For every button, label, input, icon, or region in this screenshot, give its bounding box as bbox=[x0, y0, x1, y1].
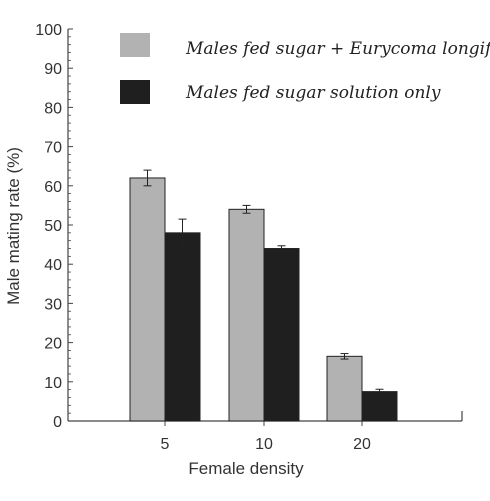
y-tick-label: 90 bbox=[44, 61, 62, 78]
bar bbox=[129, 177, 166, 422]
y-tick-label: 10 bbox=[44, 375, 62, 392]
bar bbox=[164, 232, 201, 422]
x-tick-label: 20 bbox=[353, 436, 371, 453]
y-tick-label: 20 bbox=[44, 336, 62, 353]
y-tick-label: 30 bbox=[44, 296, 62, 313]
bar bbox=[326, 355, 363, 422]
legend-swatch bbox=[120, 33, 150, 57]
y-axis-label: Male mating rate (%) bbox=[4, 147, 23, 305]
y-tick-label: 40 bbox=[44, 257, 62, 274]
x-tick-label: 5 bbox=[161, 436, 170, 453]
y-tick-label: 100 bbox=[35, 22, 62, 39]
y-tick-label: 60 bbox=[44, 179, 62, 196]
legend-label: Males fed sugar + Eurycoma longifolia bbox=[185, 39, 490, 59]
legend-swatch bbox=[120, 80, 150, 104]
y-tick-label: 80 bbox=[44, 100, 62, 117]
bars bbox=[129, 169, 398, 422]
legend: Males fed sugar + Eurycoma longifolia Mal… bbox=[120, 33, 490, 104]
legend-label: Males fed sugar solution only bbox=[185, 83, 441, 103]
y-tick-label: 50 bbox=[44, 218, 62, 235]
x-tick-label: 10 bbox=[255, 436, 273, 453]
y-tick-label: 0 bbox=[53, 414, 62, 431]
bar bbox=[263, 248, 300, 422]
x-axis-label: Female density bbox=[188, 459, 304, 478]
bar bbox=[228, 208, 265, 422]
axes: 0 10 20 30 40 50 60 70 80 90 100 5 10 20 bbox=[35, 22, 463, 453]
y-tick-label: 70 bbox=[44, 140, 62, 157]
bar bbox=[361, 391, 398, 422]
